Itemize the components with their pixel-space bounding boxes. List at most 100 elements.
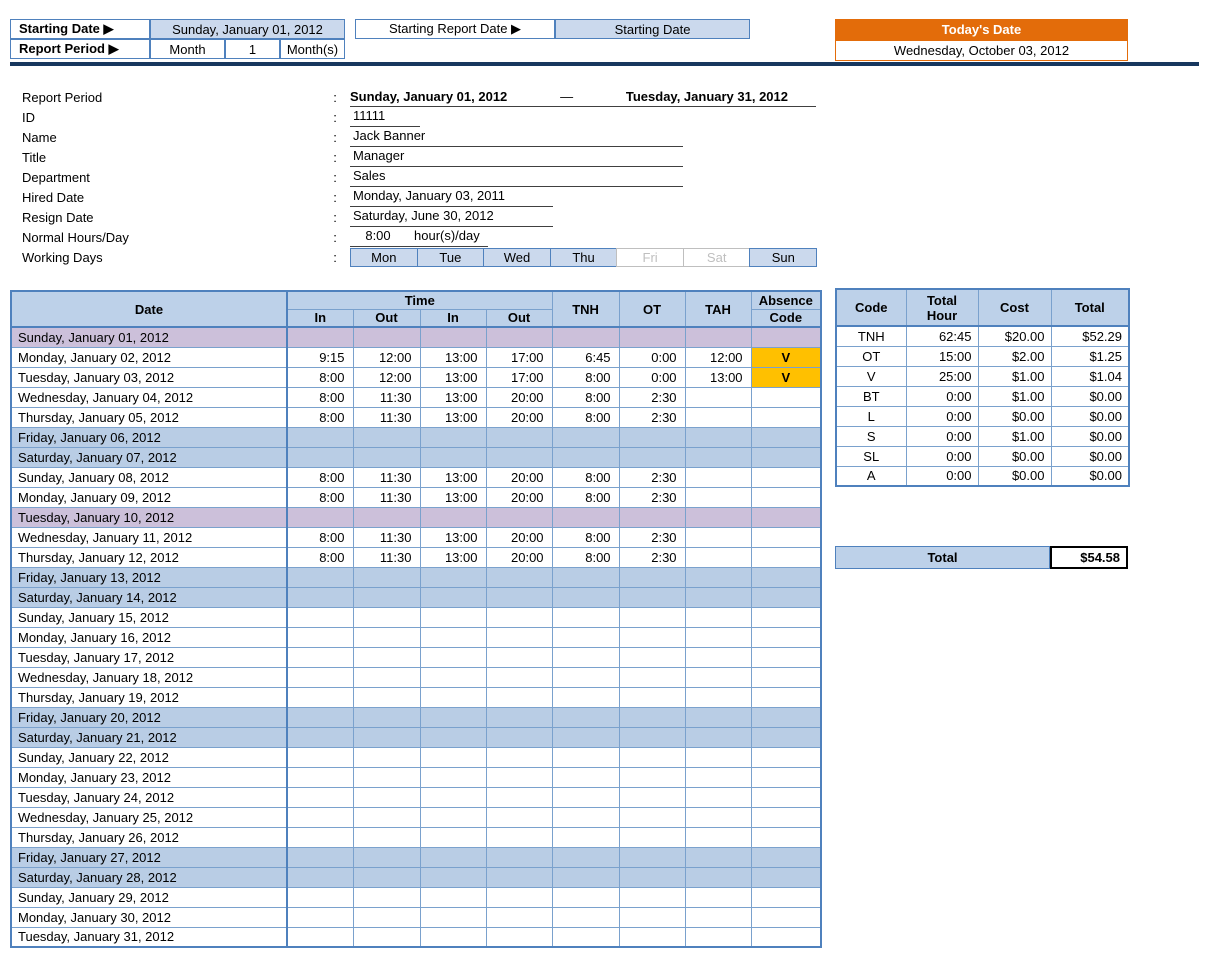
time-out-1-cell[interactable] [352, 746, 421, 768]
absence-code-cell[interactable]: V [750, 346, 822, 368]
time-out-1-cell[interactable]: 12:00 [352, 346, 421, 368]
time-in-1-cell[interactable] [286, 446, 354, 468]
time-in-1-cell[interactable] [286, 926, 354, 948]
time-in-1-cell[interactable] [286, 566, 354, 588]
resign-date-field[interactable]: Saturday, June 30, 2012 [350, 208, 553, 227]
time-out-2-cell[interactable] [485, 766, 553, 788]
working-day-thu-toggle[interactable]: Thu [549, 247, 618, 267]
time-in-1-cell[interactable] [286, 886, 354, 908]
time-in-2-cell[interactable] [419, 866, 487, 888]
cost-cell[interactable]: $20.00 [977, 325, 1052, 347]
time-in-1-cell[interactable] [286, 646, 354, 668]
working-day-sun-toggle[interactable]: Sun [749, 247, 818, 267]
time-out-2-cell[interactable] [485, 566, 553, 588]
absence-code-cell[interactable]: V [750, 366, 822, 388]
time-out-1-cell[interactable] [352, 646, 421, 668]
time-out-1-cell[interactable]: 11:30 [352, 486, 421, 508]
time-in-2-cell[interactable] [419, 886, 487, 908]
time-in-1-cell[interactable]: 8:00 [286, 386, 354, 408]
absence-code-cell[interactable] [750, 406, 822, 428]
time-out-1-cell[interactable] [352, 586, 421, 608]
time-in-2-cell[interactable] [419, 926, 487, 948]
time-in-2-cell[interactable] [419, 826, 487, 848]
time-in-2-cell[interactable] [419, 446, 487, 468]
time-in-1-cell[interactable]: 8:00 [286, 406, 354, 428]
report-period-from[interactable]: Sunday, January 01, 2012 [350, 89, 508, 104]
time-out-1-cell[interactable] [352, 926, 421, 948]
time-out-1-cell[interactable]: 11:30 [352, 386, 421, 408]
time-out-2-cell[interactable] [485, 726, 553, 748]
time-in-2-cell[interactable] [419, 666, 487, 688]
department-field[interactable]: Sales [350, 168, 683, 187]
absence-code-cell[interactable] [750, 726, 822, 748]
time-in-2-cell[interactable]: 13:00 [419, 366, 487, 388]
time-out-1-cell[interactable] [352, 666, 421, 688]
time-out-1-cell[interactable] [352, 626, 421, 648]
time-out-1-cell[interactable]: 11:30 [352, 526, 421, 548]
absence-code-cell[interactable] [750, 526, 822, 548]
time-in-2-cell[interactable]: 13:00 [419, 546, 487, 568]
time-in-1-cell[interactable]: 8:00 [286, 466, 354, 488]
time-in-1-cell[interactable] [286, 806, 354, 828]
working-day-tue-toggle[interactable]: Tue [416, 247, 485, 267]
absence-code-cell[interactable] [750, 826, 822, 848]
time-in-2-cell[interactable] [419, 766, 487, 788]
time-in-1-cell[interactable]: 8:00 [286, 486, 354, 508]
time-out-1-cell[interactable]: 11:30 [352, 406, 421, 428]
time-out-1-cell[interactable] [352, 786, 421, 808]
time-in-2-cell[interactable] [419, 686, 487, 708]
time-in-2-cell[interactable] [419, 586, 487, 608]
absence-code-cell[interactable] [750, 786, 822, 808]
time-in-1-cell[interactable]: 8:00 [286, 526, 354, 548]
time-out-1-cell[interactable] [352, 866, 421, 888]
time-in-1-cell[interactable] [286, 866, 354, 888]
time-in-2-cell[interactable]: 13:00 [419, 346, 487, 368]
time-in-1-cell[interactable]: 9:15 [286, 346, 354, 368]
time-out-2-cell[interactable]: 20:00 [485, 406, 553, 428]
time-in-1-cell[interactable] [286, 686, 354, 708]
time-in-2-cell[interactable] [419, 506, 487, 528]
absence-code-cell[interactable] [750, 326, 822, 348]
normal-hours-field[interactable]: 8:00 [350, 228, 406, 247]
cost-cell[interactable]: $1.00 [977, 365, 1052, 387]
absence-code-cell[interactable] [750, 706, 822, 728]
time-in-1-cell[interactable] [286, 506, 354, 528]
time-out-2-cell[interactable] [485, 826, 553, 848]
absence-code-cell[interactable] [750, 646, 822, 668]
time-out-2-cell[interactable] [485, 326, 553, 348]
absence-code-cell[interactable] [750, 566, 822, 588]
time-in-1-cell[interactable] [286, 606, 354, 628]
time-in-1-cell[interactable] [286, 726, 354, 748]
working-day-mon-toggle[interactable]: Mon [350, 247, 418, 267]
time-out-1-cell[interactable] [352, 566, 421, 588]
report-period-to[interactable]: Tuesday, January 31, 2012 [625, 89, 788, 104]
time-out-2-cell[interactable] [485, 506, 553, 528]
time-in-2-cell[interactable] [419, 566, 487, 588]
cost-cell[interactable]: $0.00 [977, 405, 1052, 427]
time-in-2-cell[interactable]: 13:00 [419, 486, 487, 508]
time-in-1-cell[interactable]: 8:00 [286, 366, 354, 388]
absence-code-cell[interactable] [750, 506, 822, 528]
working-day-sat-toggle[interactable]: Sat [682, 247, 751, 267]
time-out-2-cell[interactable] [485, 866, 553, 888]
time-in-1-cell[interactable] [286, 746, 354, 768]
time-out-2-cell[interactable] [485, 806, 553, 828]
time-in-2-cell[interactable] [419, 726, 487, 748]
time-in-2-cell[interactable] [419, 906, 487, 928]
time-in-2-cell[interactable] [419, 746, 487, 768]
cost-cell[interactable]: $1.00 [977, 385, 1052, 407]
time-in-1-cell[interactable] [286, 786, 354, 808]
time-in-2-cell[interactable] [419, 426, 487, 448]
time-out-1-cell[interactable] [352, 886, 421, 908]
hired-date-field[interactable]: Monday, January 03, 2011 [350, 188, 553, 207]
time-out-1-cell[interactable]: 11:30 [352, 546, 421, 568]
time-in-1-cell[interactable] [286, 626, 354, 648]
time-out-1-cell[interactable] [352, 906, 421, 928]
time-out-2-cell[interactable] [485, 746, 553, 768]
report-period-value[interactable]: 1 [225, 39, 280, 59]
time-in-1-cell[interactable] [286, 326, 354, 348]
time-out-2-cell[interactable]: 20:00 [485, 386, 553, 408]
time-out-2-cell[interactable] [485, 606, 553, 628]
time-in-1-cell[interactable] [286, 706, 354, 728]
time-out-2-cell[interactable] [485, 666, 553, 688]
